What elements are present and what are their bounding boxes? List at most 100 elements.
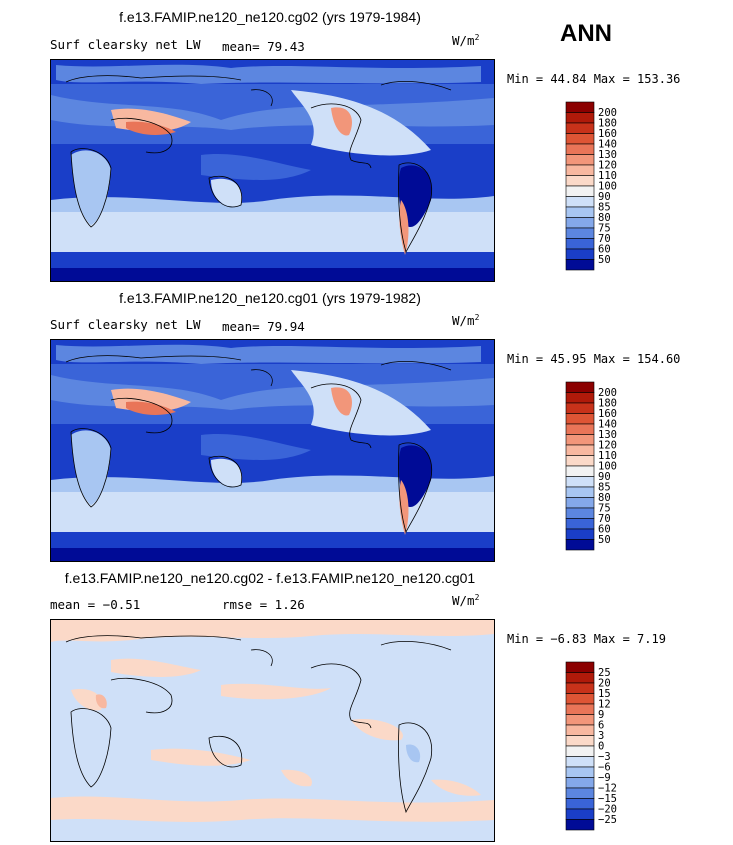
panel1-colorbar: 200 180 160 140 130 120 110 100 90 85 80 75 70 60 50 <box>565 101 646 274</box>
colorbar-swatch <box>565 217 595 229</box>
colorbar-tick-label: 200 <box>598 107 617 119</box>
colorbar-tick-label: −6 <box>598 762 611 774</box>
panel1-map-svg <box>51 60 494 281</box>
colorbar-tick-label: 100 <box>598 181 617 193</box>
colorbar-swatch <box>565 745 595 757</box>
colorbar-swatch <box>565 101 595 113</box>
season-label: ANN <box>560 20 612 47</box>
colorbar-swatch <box>565 528 595 540</box>
colorbar-swatch <box>565 777 595 789</box>
colorbar-swatch <box>565 206 595 218</box>
colorbar-tick-label: 160 <box>598 128 617 140</box>
panel1-map <box>50 59 495 282</box>
colorbar-tick-label: 120 <box>598 160 617 172</box>
colorbar-tick-label: 20 <box>598 678 611 690</box>
colorbar-tick-label: 120 <box>598 440 617 452</box>
colorbar-swatch <box>565 497 595 509</box>
colorbar-tick-label: 180 <box>598 118 617 130</box>
colorbar-tick-label: 75 <box>598 223 611 235</box>
colorbar-swatch <box>565 238 595 250</box>
colorbar-swatch <box>565 486 595 498</box>
colorbar-tick-label: 110 <box>598 170 617 182</box>
panel3-title: f.e13.FAMIP.ne120_ne120.cg02 - f.e13.FAM… <box>64 570 476 586</box>
colorbar-swatch <box>565 756 595 768</box>
colorbar-swatch <box>565 154 595 166</box>
colorbar-swatch <box>565 539 595 551</box>
colorbar-swatch <box>565 248 595 260</box>
panel1-variable: Surf clearsky net LW <box>50 37 201 52</box>
colorbar-swatch <box>565 434 595 446</box>
colorbar-tick-label: 15 <box>598 688 611 700</box>
colorbar-tick-label: 140 <box>598 419 617 431</box>
colorbar-tick-label: 180 <box>598 398 617 410</box>
panel2-min-max: Min = 45.95 Max = 154.60 <box>507 352 681 366</box>
colorbar-tick-label: 90 <box>598 471 611 483</box>
colorbar-swatch <box>565 798 595 810</box>
colorbar-swatch <box>565 819 595 831</box>
colorbar-tick-label: 70 <box>598 233 611 245</box>
colorbar-tick-label: 200 <box>598 387 617 399</box>
panel2-variable: Surf clearsky net LW <box>50 317 201 332</box>
colorbar-swatch <box>565 423 595 435</box>
colorbar-tick-label: 9 <box>598 709 604 721</box>
colorbar-tick-label: 50 <box>598 254 611 266</box>
colorbar-swatch <box>565 455 595 467</box>
panel3-map <box>50 619 495 842</box>
colorbar-tick-label: 160 <box>598 408 617 420</box>
panel2-map-svg <box>51 340 494 561</box>
colorbar-swatch <box>565 227 595 239</box>
colorbar-tick-label: 85 <box>598 202 611 214</box>
colorbar-tick-label: 85 <box>598 482 611 494</box>
panel1-min-max: Min = 44.84 Max = 153.36 <box>507 72 681 86</box>
colorbar-tick-label: 130 <box>598 429 617 441</box>
colorbar-swatch <box>565 787 595 799</box>
colorbar-swatch <box>565 703 595 715</box>
colorbar-tick-label: 12 <box>598 699 611 711</box>
panel2-colorbar: 200 180 160 140 130 120 110 100 90 85 80 75 70 60 50 <box>565 381 646 554</box>
colorbar-tick-label: 130 <box>598 149 617 161</box>
panel3-map-svg <box>51 620 494 841</box>
colorbar-tick-label: 50 <box>598 534 611 546</box>
colorbar-tick-label: 3 <box>598 730 604 742</box>
colorbar-swatch <box>565 693 595 705</box>
panel2-map <box>50 339 495 562</box>
panel1-units: W/m2 <box>452 33 480 49</box>
colorbar-swatch <box>565 164 595 176</box>
colorbar-swatch <box>565 196 595 208</box>
colorbar-tick-label: 25 <box>598 667 611 679</box>
colorbar-swatch <box>565 465 595 477</box>
colorbar-tick-label: −12 <box>598 783 617 795</box>
colorbar-tick-label: 100 <box>598 461 617 473</box>
colorbar-tick-label: 80 <box>598 492 611 504</box>
colorbar-tick-label: 6 <box>598 720 604 732</box>
panel2-title: f.e13.FAMIP.ne120_ne120.cg01 (yrs 1979-1… <box>119 290 421 306</box>
colorbar-swatch <box>565 402 595 414</box>
panel3-units: W/m2 <box>452 593 480 609</box>
colorbar-swatch <box>565 259 595 271</box>
colorbar-tick-label: 140 <box>598 139 617 151</box>
panel3-min-max: Min = −6.83 Max = 7.19 <box>507 632 666 646</box>
colorbar-tick-label: 80 <box>598 212 611 224</box>
colorbar-tick-label: −9 <box>598 772 611 784</box>
colorbar-swatch <box>565 661 595 673</box>
colorbar-swatch <box>565 714 595 726</box>
panel1-title: f.e13.FAMIP.ne120_ne120.cg02 (yrs 1979-1… <box>119 9 421 25</box>
colorbar-swatch <box>565 476 595 488</box>
colorbar-tick-label: −20 <box>598 804 617 816</box>
panel2-mean: mean= 79.94 <box>222 319 305 334</box>
colorbar-swatch <box>565 112 595 124</box>
panel1-mean: mean= 79.43 <box>222 39 305 54</box>
colorbar-tick-label: 110 <box>598 450 617 462</box>
colorbar-swatch <box>565 735 595 747</box>
colorbar-swatch <box>565 381 595 393</box>
colorbar-tick-label: 0 <box>598 741 604 753</box>
colorbar-swatch <box>565 808 595 820</box>
colorbar-swatch <box>565 133 595 145</box>
colorbar-tick-label: 60 <box>598 524 611 536</box>
panel3-rmse: rmse = 1.26 <box>222 597 305 612</box>
colorbar-tick-label: 70 <box>598 513 611 525</box>
panel2-units: W/m2 <box>452 313 480 329</box>
colorbar-tick-label: 90 <box>598 191 611 203</box>
